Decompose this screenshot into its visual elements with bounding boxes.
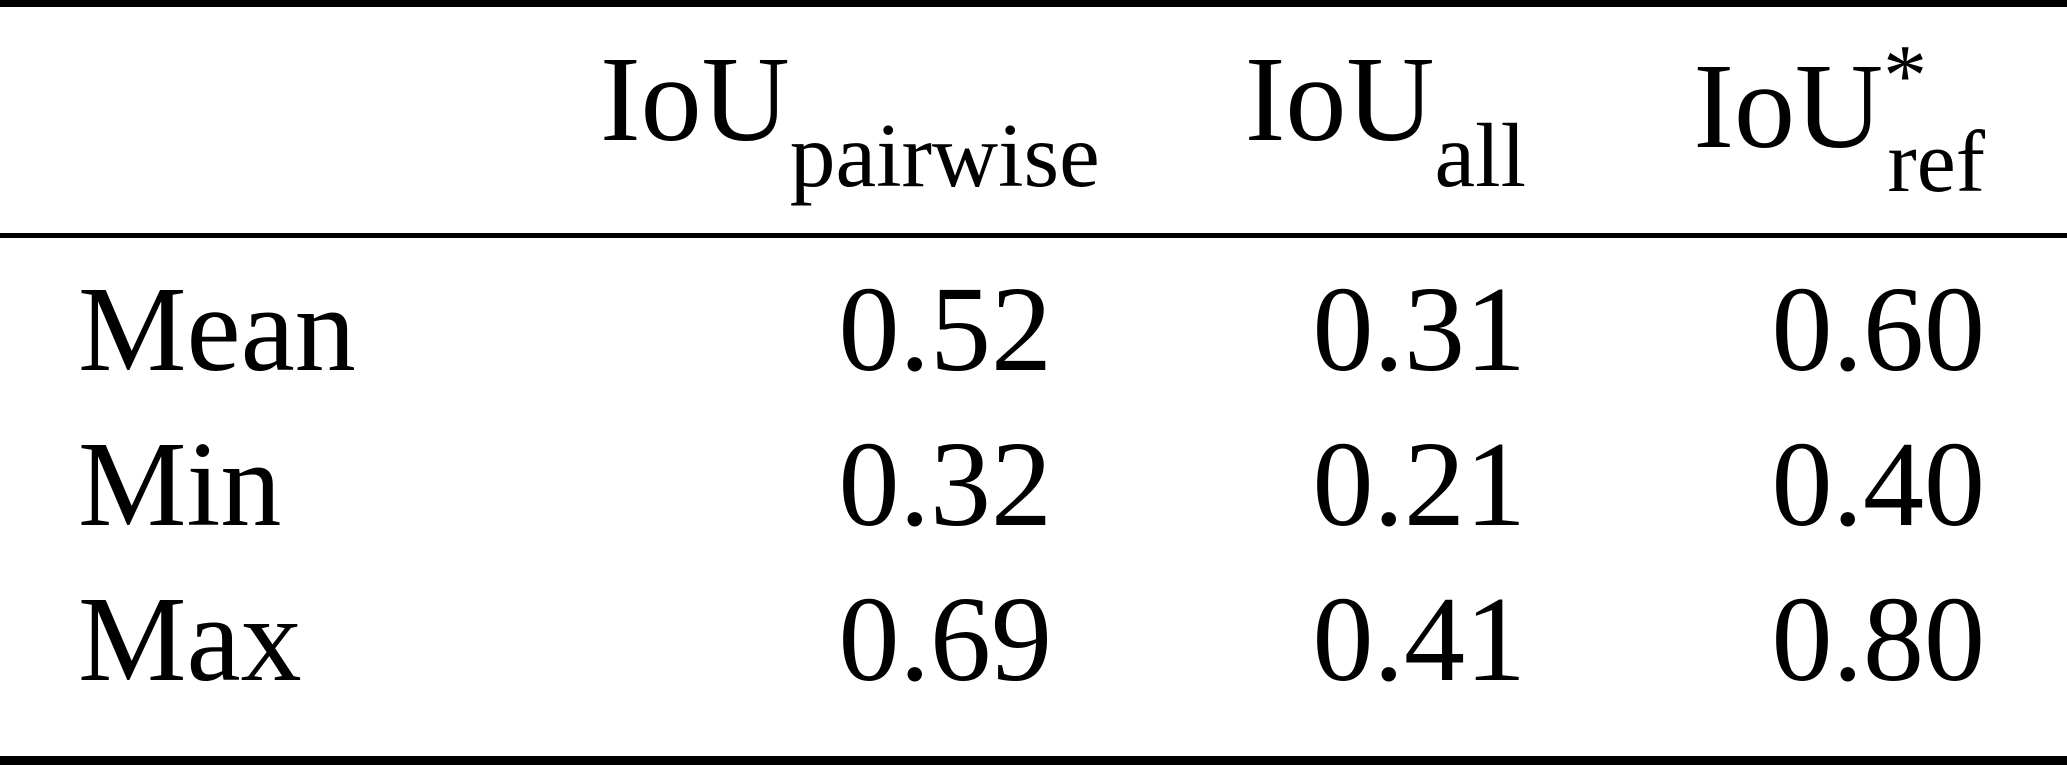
cell-value: 0.41	[1312, 572, 1527, 708]
row-label: Min	[78, 416, 282, 552]
col-header-subscript: all	[1434, 103, 1526, 206]
row-label: Max	[78, 572, 302, 708]
row-label: Mean	[78, 261, 356, 397]
col-header-subscript: ref	[1887, 114, 1985, 212]
col-header-base: IoU	[1244, 31, 1435, 167]
table-row-min: Min 0.32 0.21 0.40	[0, 407, 1985, 562]
col-header-superscript-asterisk: *	[1883, 28, 1928, 126]
col-header-subscript: pairwise	[789, 103, 1100, 206]
col-header-iou-all: IoUall	[1052, 38, 1526, 201]
table-header-row: IoUpairwise IoUall IoU*ref	[0, 7, 1985, 233]
table-body: Mean 0.52 0.31 0.60 Min 0.32 0.21 0.40 M…	[0, 238, 1985, 756]
cell-value: 0.52	[838, 261, 1053, 397]
table-top-rule	[0, 0, 2067, 7]
cell-value: 0.40	[1771, 416, 1986, 552]
cell-value: 0.31	[1312, 261, 1527, 397]
col-header-iou-ref: IoU*ref	[1526, 33, 1985, 207]
table-bottom-rule	[0, 756, 2067, 765]
col-header-base: IoU	[1693, 39, 1884, 175]
cell-value: 0.80	[1771, 572, 1986, 708]
table-row-max: Max 0.69 0.41 0.80	[0, 563, 1985, 718]
table-mid-rule	[0, 233, 2067, 238]
cell-value: 0.60	[1771, 261, 1986, 397]
table-row-mean: Mean 0.52 0.31 0.60	[0, 252, 1985, 407]
cell-value: 0.21	[1312, 416, 1527, 552]
col-header-base: IoU	[600, 31, 790, 167]
cell-value: 0.69	[838, 572, 1053, 708]
col-header-iou-pairwise: IoUpairwise	[600, 38, 1100, 201]
cell-value: 0.32	[838, 416, 1053, 552]
